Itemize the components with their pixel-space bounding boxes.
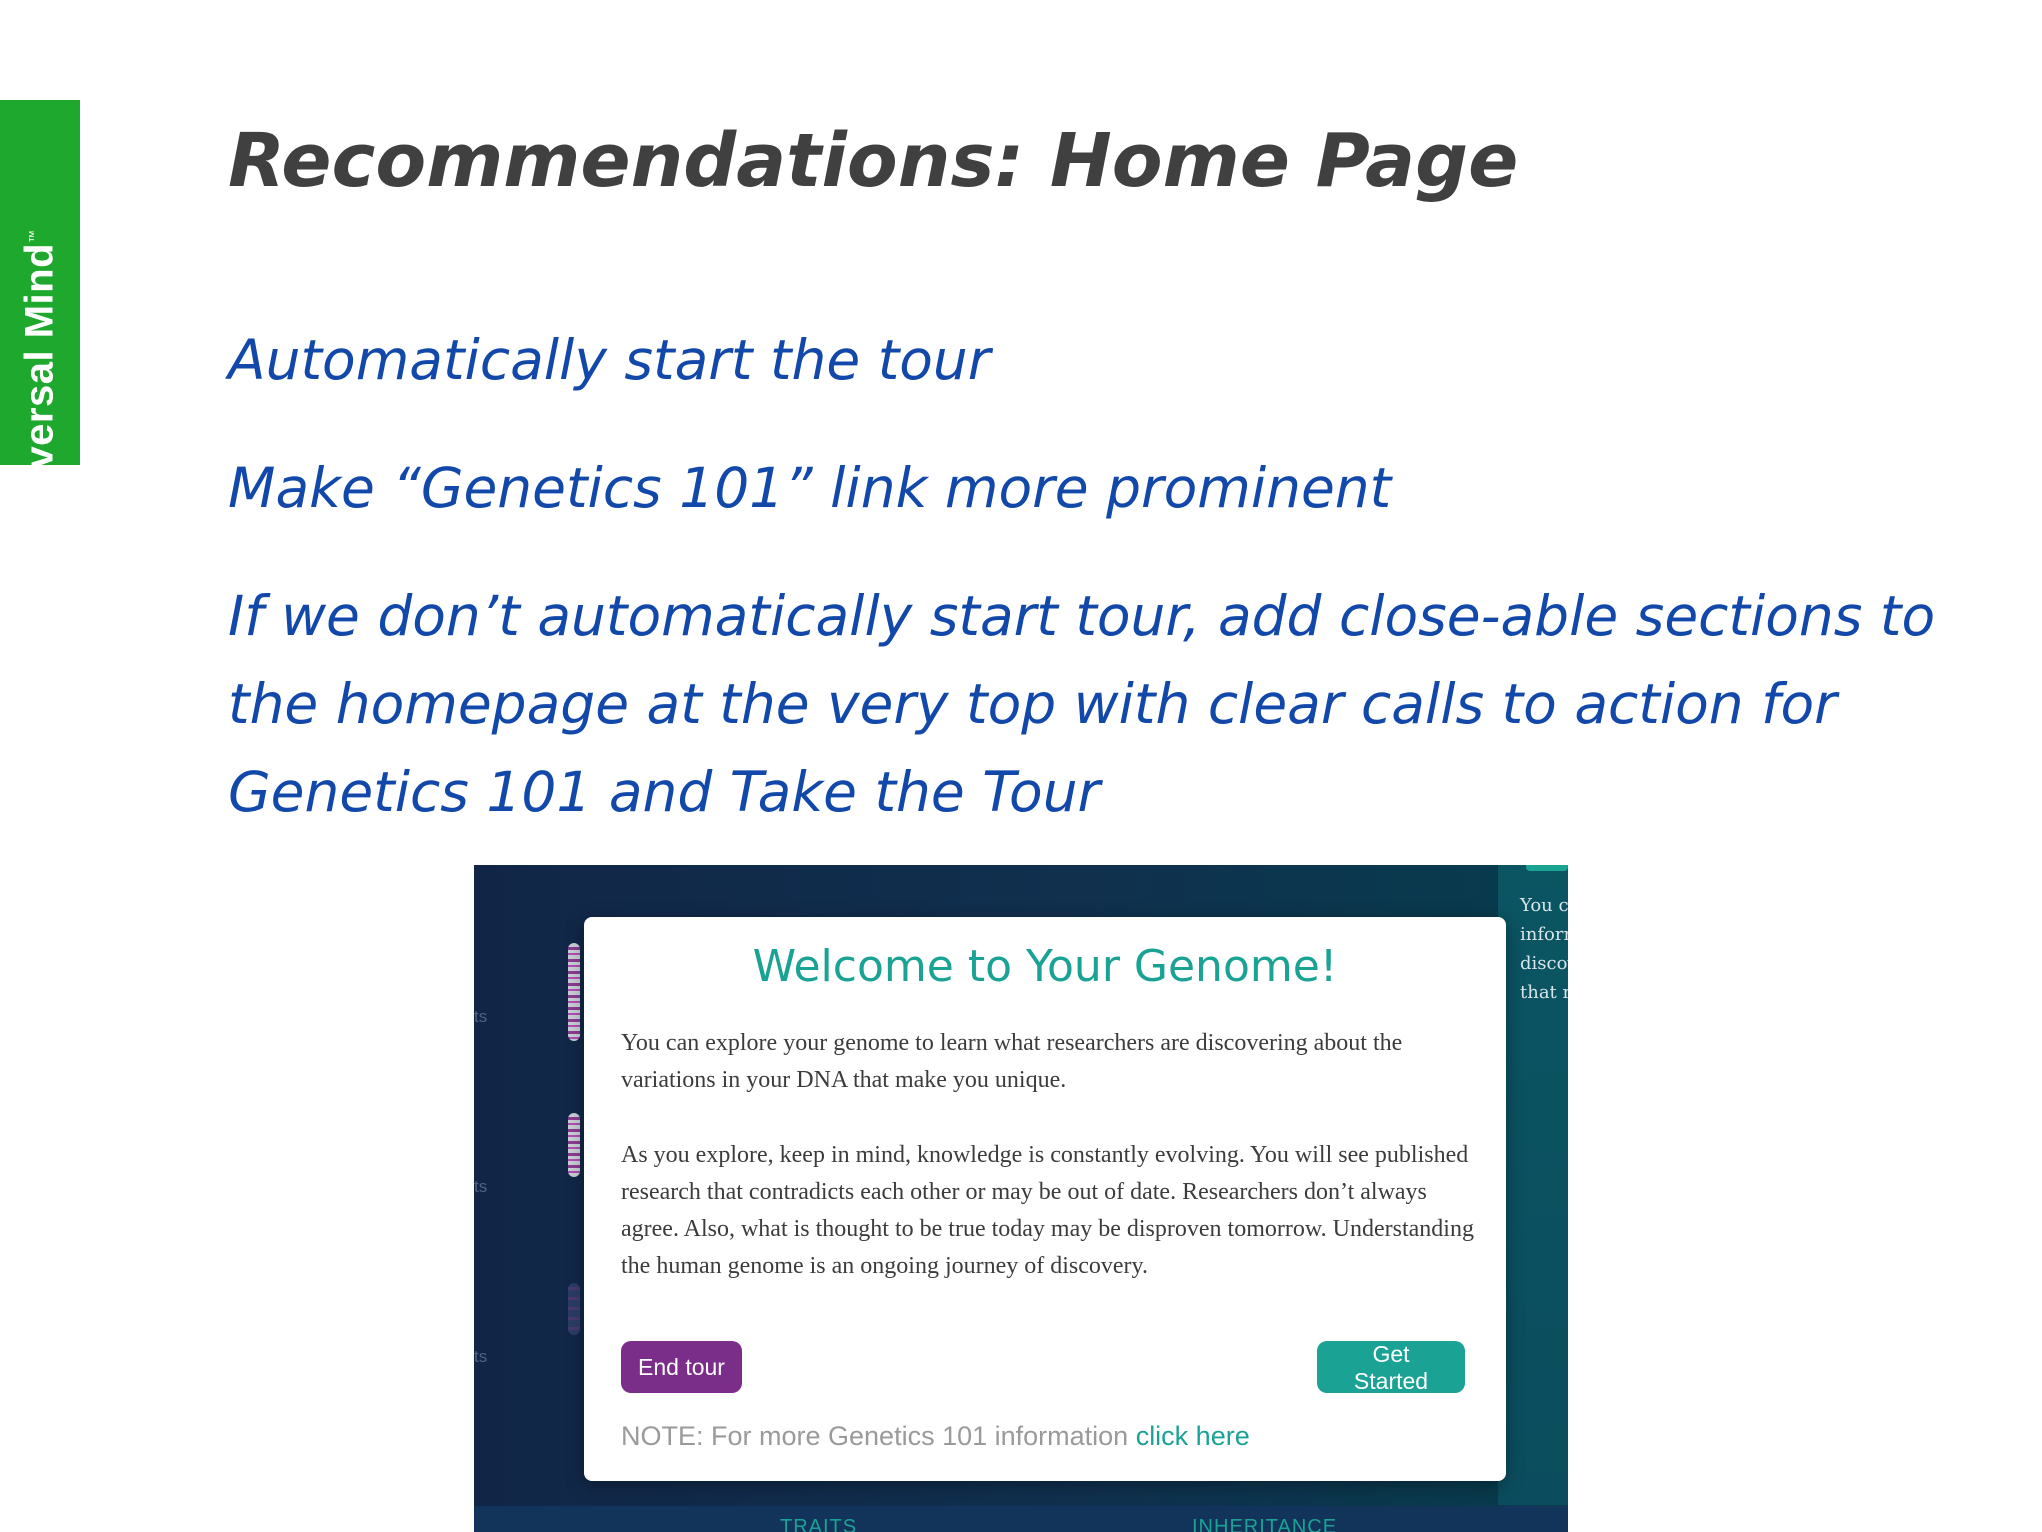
recommendation-bullet: Make “Genetics 101” link more prominent [228, 456, 1392, 520]
chromosome-icon [568, 1283, 580, 1335]
slide-title: Recommendations: Home Page [228, 118, 1519, 204]
truncated-label: ts [474, 1007, 488, 1026]
brand-logo: Universal Mind™ [17, 229, 62, 535]
modal-intro-text: You can explore your genome to learn wha… [621, 1030, 1403, 1093]
chromosome-icon [568, 1113, 580, 1177]
brand-tab: Universal Mind™ [0, 100, 80, 535]
tab-traits[interactable]: TRAITS [780, 1516, 858, 1532]
panel-tab[interactable] [1526, 865, 1568, 871]
end-tour-button[interactable]: End tour [621, 1341, 742, 1393]
modal-body-text: As you explore, keep in mind, knowledge … [621, 1142, 1474, 1279]
truncated-label: ts [474, 1177, 488, 1196]
genetics-101-link[interactable]: click here [1135, 1421, 1250, 1451]
bottom-nav: TRAITS INHERITANCE [474, 1506, 1568, 1532]
right-panel: You c inforn discov that m [1498, 865, 1568, 1505]
truncated-label: ts [474, 1347, 488, 1366]
welcome-modal: Welcome to Your Genome! You can explore … [584, 917, 1506, 1481]
modal-note: NOTE: For more Genetics 101 information … [621, 1421, 1250, 1452]
tab-inheritance[interactable]: INHERITANCE [1192, 1516, 1338, 1532]
recommendation-bullet: If we don’t automatically start tour, ad… [228, 584, 1936, 824]
panel-text: You c inforn discov that m [1520, 895, 1568, 1003]
recommendation-bullet: Automatically start the tour [228, 328, 991, 392]
modal-title: Welcome to Your Genome! [752, 941, 1338, 992]
get-started-button[interactable]: Get Started [1317, 1341, 1465, 1394]
note-text: NOTE: For more Genetics 101 information [621, 1421, 1136, 1451]
chromosome-icon [568, 943, 580, 1041]
app-screenshot: ts ts ts You c inforn discov that m TRAI… [474, 865, 1568, 1532]
